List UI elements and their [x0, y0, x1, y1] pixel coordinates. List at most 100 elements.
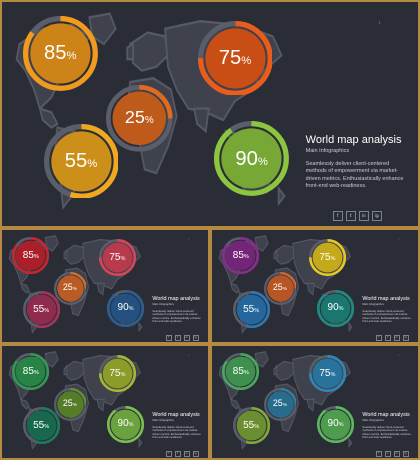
percent-value: 90 [235, 147, 258, 170]
percent-unit: % [243, 369, 249, 376]
facebook-icon[interactable]: f [332, 211, 343, 222]
progress-ring [222, 237, 260, 275]
social-icons: f t in ig [165, 450, 199, 457]
twitter-icon[interactable]: t [384, 450, 391, 457]
continent-shape [129, 31, 169, 73]
progress-ring [308, 239, 346, 277]
bubble-fill [15, 240, 46, 271]
linkedin-icon[interactable]: in [183, 334, 190, 341]
percent-value: 90 [117, 418, 129, 430]
progress-arc [12, 237, 50, 275]
continent-shape [193, 107, 210, 134]
continent-shape [64, 244, 85, 266]
instagram-icon[interactable]: ig [192, 334, 199, 341]
percent-unit: % [66, 50, 77, 63]
percent-value: 25 [272, 282, 283, 293]
percent-unit: % [254, 423, 260, 430]
progress-ring [12, 353, 50, 391]
progress-arc [197, 20, 273, 96]
slide-thumb-3[interactable]: 85% 75% 25% 55% 90% World map analysis Main In… [2, 346, 208, 458]
continent-shape [273, 250, 278, 260]
percent-value: 25 [272, 398, 283, 409]
continent-shape [306, 282, 315, 296]
instagram-icon[interactable]: ig [402, 450, 409, 457]
progress-arc [98, 355, 136, 393]
percent-bubble: 85% [12, 353, 50, 391]
facebook-icon[interactable]: f [165, 334, 172, 341]
progress-ring [107, 405, 145, 443]
twitter-icon[interactable]: t [384, 334, 391, 341]
percent-value: 75 [109, 367, 121, 379]
bubble-fill [110, 409, 141, 440]
percent-value: 85 [22, 249, 34, 261]
progress-arc [317, 289, 355, 327]
bubble-fill [56, 390, 84, 418]
twitter-icon[interactable]: t [174, 334, 181, 341]
progress-arc [107, 289, 145, 327]
percent-unit: % [33, 369, 39, 376]
continent-shape [277, 186, 286, 207]
progress-ring [263, 387, 297, 421]
percent-bubble: 85% [12, 237, 50, 275]
percent-unit: % [257, 155, 268, 168]
percent-unit: % [120, 371, 126, 378]
percent-value: 85 [232, 249, 244, 261]
continent-shape [306, 398, 315, 412]
bubble-fill [30, 23, 91, 84]
slide-body-text: Seamlessly deliver client-centered metho… [152, 425, 201, 440]
progress-ring [107, 289, 145, 327]
continent-shape [274, 360, 295, 382]
page-number: 1 [188, 238, 190, 241]
linkedin-icon[interactable]: in [183, 450, 190, 457]
progress-ring [308, 355, 346, 393]
bubble-fill [312, 243, 343, 273]
instagram-icon[interactable]: ig [402, 334, 409, 341]
percent-value: 75 [319, 367, 331, 379]
facebook-icon[interactable]: f [165, 450, 172, 457]
percent-bubble: 85% [222, 237, 260, 275]
continent-shape [63, 366, 68, 376]
slide-body-text: Seamlessly deliver client-centered metho… [305, 161, 404, 190]
twitter-icon[interactable]: t [345, 211, 356, 222]
slide-subtitle: Main Infographics [152, 302, 174, 306]
slide-body-text: Seamlessly deliver client-centered metho… [362, 425, 411, 440]
percent-unit: % [33, 253, 39, 260]
slide-body-text: Seamlessly deliver client-centered metho… [152, 309, 201, 324]
instagram-icon[interactable]: ig [371, 211, 382, 222]
linkedin-icon[interactable]: in [358, 211, 369, 222]
percent-unit: % [120, 255, 126, 262]
facebook-icon[interactable]: f [375, 450, 382, 457]
bubble-fill [50, 130, 112, 192]
progress-ring [222, 353, 260, 391]
percent-value: 25 [62, 282, 73, 293]
progress-ring [98, 355, 136, 393]
page-number: 1 [378, 19, 381, 25]
progress-arc [308, 239, 346, 277]
percent-unit: % [128, 422, 134, 429]
percent-value: 85 [44, 42, 67, 65]
linkedin-icon[interactable]: in [393, 334, 400, 341]
facebook-icon[interactable]: f [375, 334, 382, 341]
progress-ring [263, 271, 297, 305]
percent-unit: % [282, 403, 288, 409]
slide-thumb-2[interactable]: 85% 75% 25% 55% 90% World map analysis Main In… [212, 230, 418, 342]
percent-unit: % [128, 306, 134, 313]
continent-shape [138, 438, 143, 449]
bubble-fill [112, 91, 167, 146]
progress-ring [22, 16, 98, 91]
slide-thumb-1[interactable]: 85% 75% 25% 55% 90% World map analysis Main In… [2, 230, 208, 342]
progress-arc [106, 85, 173, 152]
bubble-fill [110, 293, 141, 324]
progress-arc [232, 406, 270, 445]
percent-unit: % [44, 307, 50, 314]
slide-thumb-4[interactable]: 85% 75% 25% 55% 90% World map analysis Main In… [212, 346, 418, 458]
progress-ring [317, 405, 355, 443]
linkedin-icon[interactable]: in [393, 450, 400, 457]
percent-value: 90 [327, 418, 339, 430]
progress-ring [214, 121, 290, 197]
social-icons: f t in ig [332, 211, 382, 222]
twitter-icon[interactable]: t [174, 450, 181, 457]
slide-title: World map analysis [305, 134, 402, 147]
instagram-icon[interactable]: ig [192, 450, 199, 457]
continent-shape [96, 398, 105, 412]
